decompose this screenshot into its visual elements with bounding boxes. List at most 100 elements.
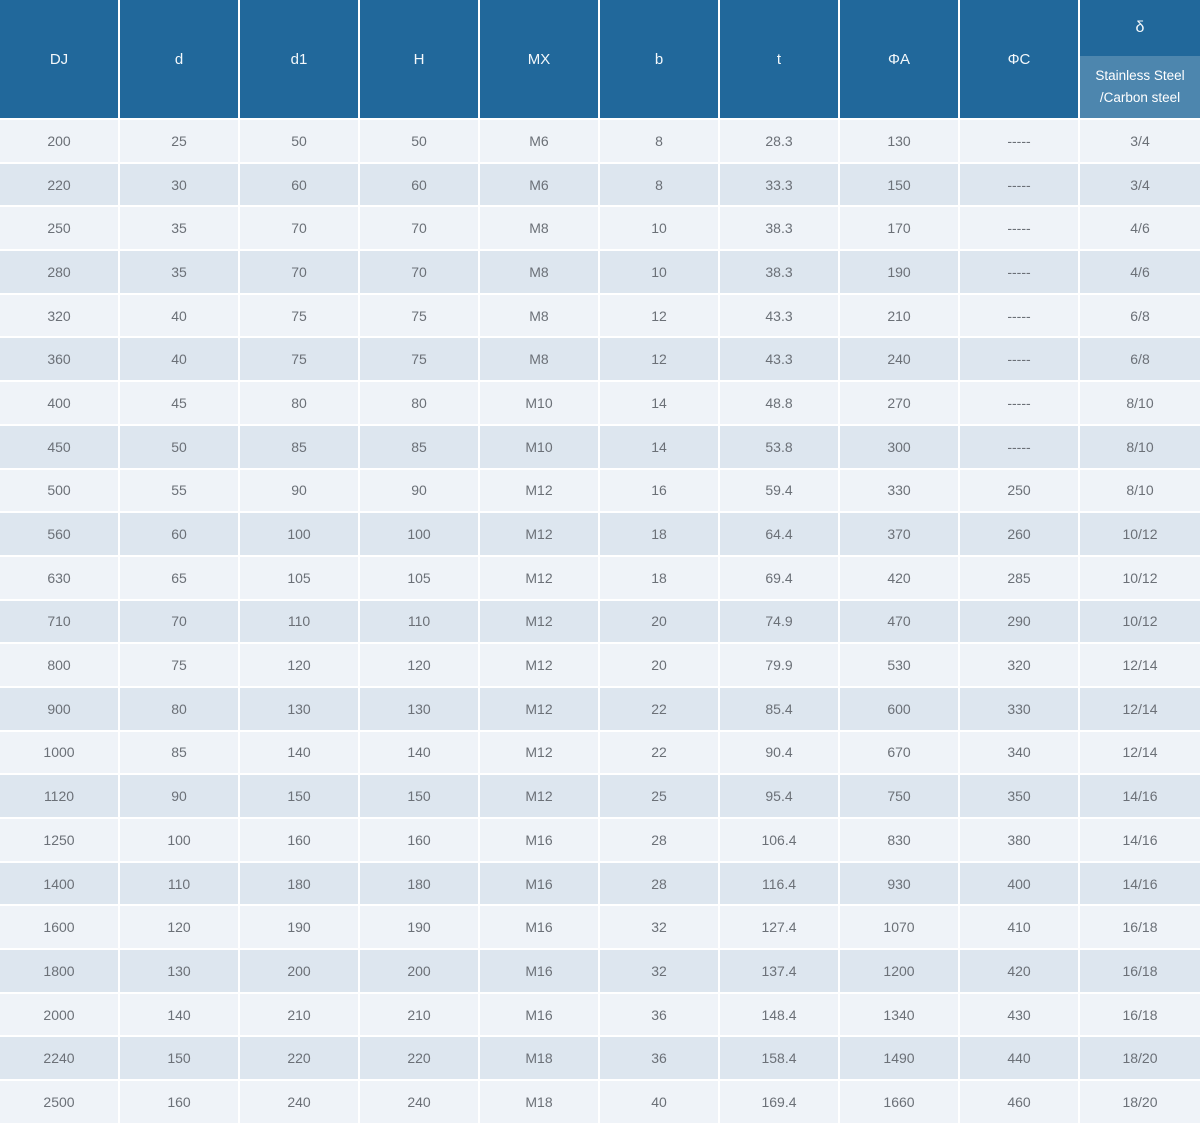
cell-t: 127.4 <box>720 906 840 951</box>
cell-dj: 450 <box>0 425 120 470</box>
cell-mx: M8 <box>480 338 600 383</box>
cell-phi-c: 420 <box>960 950 1080 994</box>
cell-b: 20 <box>600 644 720 688</box>
cell-b: 40 <box>600 1081 720 1125</box>
table-row: 1400 110 180 180 M16 28 116.4 930 400 14/16 <box>0 862 1200 907</box>
col-header-phi-a: ΦA <box>840 0 960 120</box>
cell-h: 80 <box>360 382 480 426</box>
table-header: DJ d d1 H MX b t ΦA ΦC δ Stainless Steel… <box>0 0 1200 120</box>
header-row: DJ d d1 H MX b t ΦA ΦC δ Stainless Steel… <box>0 0 1200 120</box>
cell-h: 200 <box>360 950 480 994</box>
cell-t: 38.3 <box>720 251 840 295</box>
cell-h: 180 <box>360 862 480 907</box>
cell-t: 137.4 <box>720 950 840 994</box>
cell-phi-c: 350 <box>960 775 1080 819</box>
cell-dj: 2000 <box>0 993 120 1038</box>
cell-h: 90 <box>360 469 480 514</box>
table-row: 400 45 80 80 M10 14 48.8 270 ----- 8/10 <box>0 382 1200 426</box>
table-row: 320 40 75 75 M8 12 43.3 210 ----- 6/8 <box>0 294 1200 339</box>
cell-mx: M12 <box>480 513 600 557</box>
cell-h: 240 <box>360 1081 480 1125</box>
cell-delta: 3/4 <box>1080 120 1200 164</box>
delta-subtitle-line1: Stainless Steel <box>1095 68 1185 84</box>
cell-mx: M12 <box>480 469 600 514</box>
cell-phi-c: 330 <box>960 687 1080 732</box>
cell-d1: 180 <box>240 862 360 907</box>
cell-delta: 4/6 <box>1080 207 1200 252</box>
cell-t: 79.9 <box>720 644 840 688</box>
table-row: 280 35 70 70 M8 10 38.3 190 ----- 4/6 <box>0 251 1200 295</box>
table-row: 220 30 60 60 M6 8 33.3 150 ----- 3/4 <box>0 163 1200 208</box>
cell-d1: 75 <box>240 294 360 339</box>
cell-mx: M8 <box>480 207 600 252</box>
cell-b: 25 <box>600 775 720 819</box>
cell-b: 10 <box>600 251 720 295</box>
cell-t: 158.4 <box>720 1037 840 1082</box>
table-row: 500 55 90 90 M12 16 59.4 330 250 8/10 <box>0 469 1200 514</box>
cell-phi-a: 370 <box>840 513 960 557</box>
cell-phi-c: ----- <box>960 338 1080 383</box>
cell-mx: M16 <box>480 906 600 951</box>
cell-dj: 630 <box>0 556 120 601</box>
cell-dj: 1600 <box>0 906 120 951</box>
cell-h: 190 <box>360 906 480 951</box>
cell-b: 32 <box>600 906 720 951</box>
cell-delta: 16/18 <box>1080 993 1200 1038</box>
cell-d: 80 <box>120 687 240 732</box>
cell-phi-a: 1660 <box>840 1081 960 1125</box>
cell-b: 16 <box>600 469 720 514</box>
cell-b: 28 <box>600 819 720 863</box>
cell-d: 150 <box>120 1037 240 1082</box>
cell-phi-a: 830 <box>840 819 960 863</box>
cell-phi-c: 400 <box>960 862 1080 907</box>
cell-mx: M8 <box>480 251 600 295</box>
cell-d1: 70 <box>240 207 360 252</box>
cell-dj: 1120 <box>0 775 120 819</box>
cell-t: 106.4 <box>720 819 840 863</box>
cell-delta: 4/6 <box>1080 251 1200 295</box>
cell-phi-a: 240 <box>840 338 960 383</box>
cell-h: 160 <box>360 819 480 863</box>
cell-t: 28.3 <box>720 120 840 164</box>
table-row: 2240 150 220 220 M18 36 158.4 1490 440 18/20 <box>0 1037 1200 1082</box>
col-header-t: t <box>720 0 840 120</box>
cell-delta: 12/14 <box>1080 731 1200 776</box>
cell-b: 10 <box>600 207 720 252</box>
cell-phi-c: 320 <box>960 644 1080 688</box>
cell-b: 14 <box>600 425 720 470</box>
cell-t: 53.8 <box>720 425 840 470</box>
cell-dj: 360 <box>0 338 120 383</box>
cell-phi-a: 270 <box>840 382 960 426</box>
cell-t: 43.3 <box>720 294 840 339</box>
cell-d: 25 <box>120 120 240 164</box>
cell-phi-a: 190 <box>840 251 960 295</box>
cell-b: 22 <box>600 731 720 776</box>
cell-phi-c: ----- <box>960 163 1080 208</box>
cell-dj: 320 <box>0 294 120 339</box>
cell-h: 150 <box>360 775 480 819</box>
table-row: 1250 100 160 160 M16 28 106.4 830 380 14/16 <box>0 819 1200 863</box>
cell-d: 85 <box>120 731 240 776</box>
cell-t: 59.4 <box>720 469 840 514</box>
cell-d: 100 <box>120 819 240 863</box>
cell-h: 50 <box>360 120 480 164</box>
cell-phi-a: 130 <box>840 120 960 164</box>
cell-mx: M8 <box>480 294 600 339</box>
cell-d: 130 <box>120 950 240 994</box>
cell-b: 12 <box>600 338 720 383</box>
table-body: 200 25 50 50 M6 8 28.3 130 ----- 3/4 220 30 60 60 M6 8 3… <box>0 120 1200 1125</box>
cell-delta: 14/16 <box>1080 862 1200 907</box>
cell-delta: 3/4 <box>1080 163 1200 208</box>
cell-phi-c: ----- <box>960 207 1080 252</box>
cell-d1: 190 <box>240 906 360 951</box>
cell-t: 148.4 <box>720 993 840 1038</box>
cell-phi-c: 430 <box>960 993 1080 1038</box>
cell-delta: 8/10 <box>1080 425 1200 470</box>
cell-t: 69.4 <box>720 556 840 601</box>
cell-phi-c: 260 <box>960 513 1080 557</box>
cell-h: 100 <box>360 513 480 557</box>
cell-d1: 85 <box>240 425 360 470</box>
cell-mx: M18 <box>480 1037 600 1082</box>
cell-delta: 12/14 <box>1080 687 1200 732</box>
cell-d1: 150 <box>240 775 360 819</box>
